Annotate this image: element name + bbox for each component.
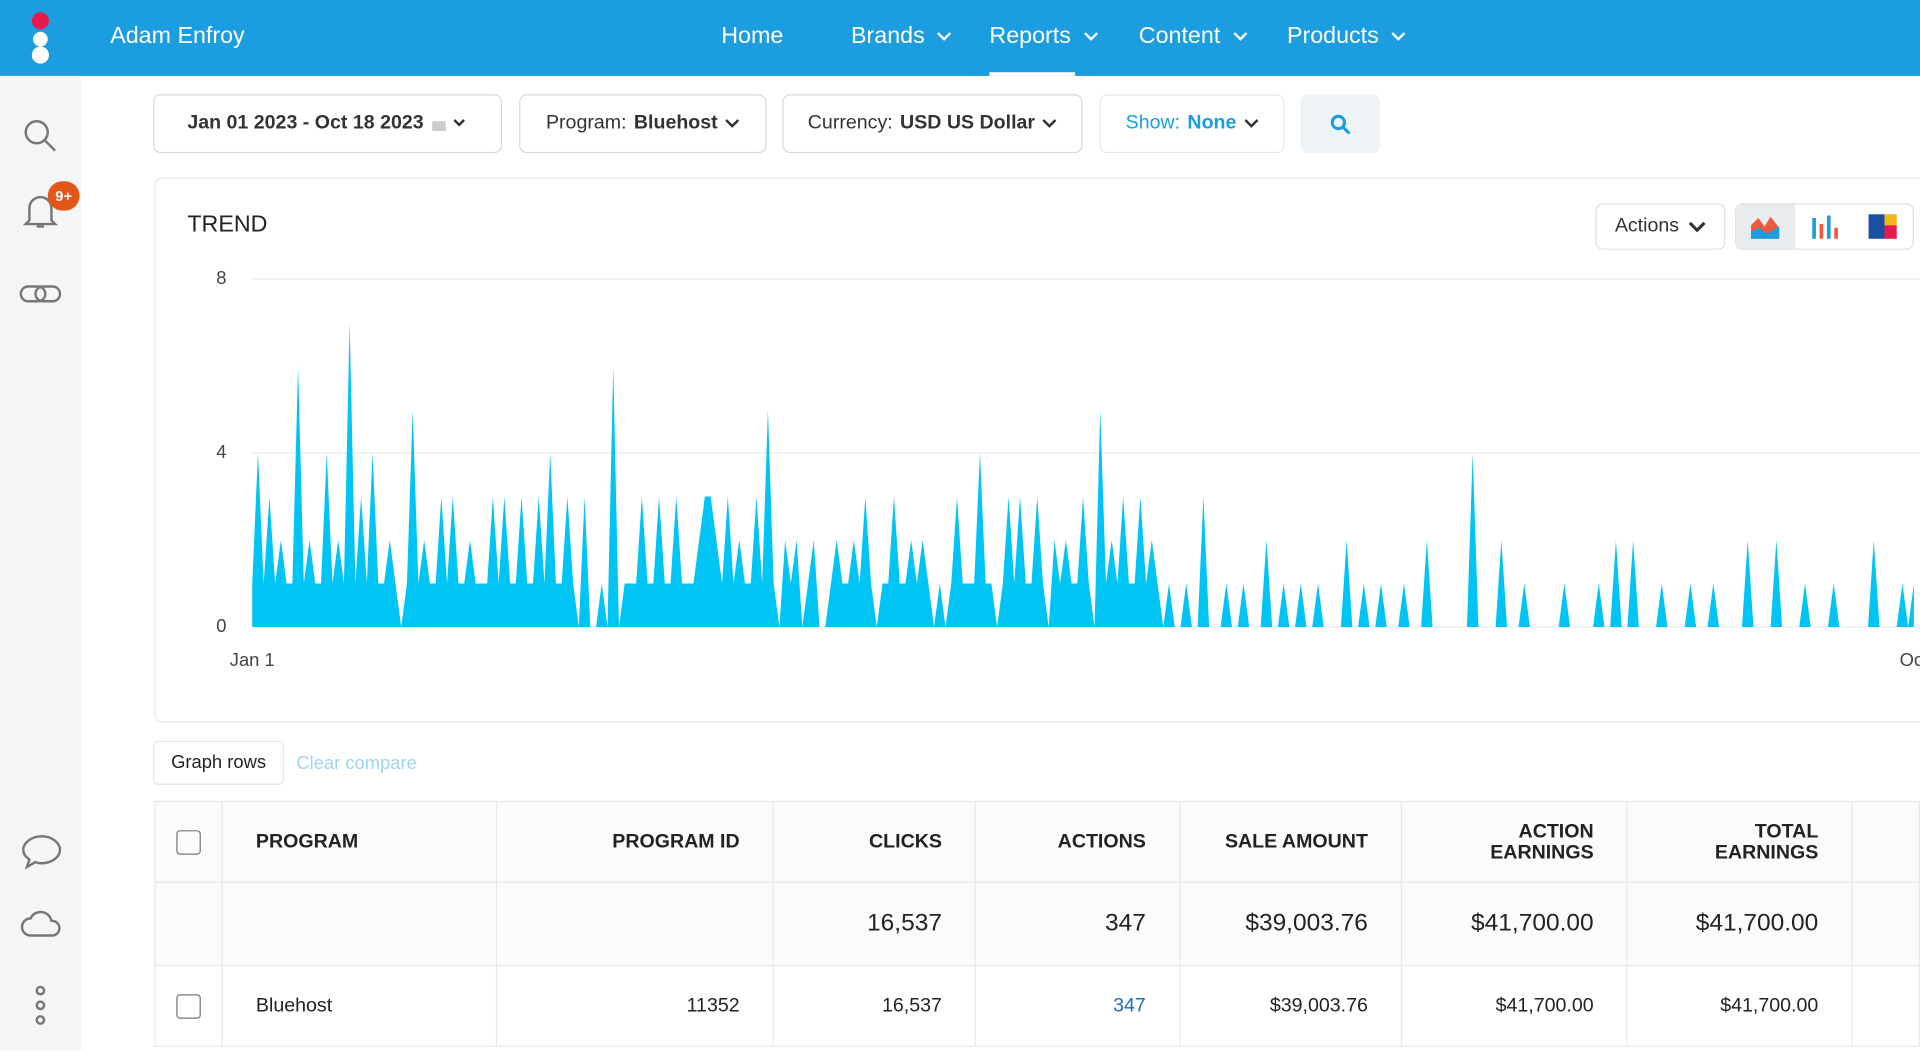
bell-icon[interactable] bbox=[22, 191, 59, 230]
chevron bbox=[1232, 32, 1247, 41]
column-header[interactable]: TOTAL EARNINGS bbox=[1626, 800, 1853, 883]
actions-label: Actions bbox=[1614, 215, 1680, 237]
total-cell: 347 bbox=[975, 881, 1181, 967]
sidebar: 9+ bbox=[0, 75, 81, 1051]
search-button[interactable] bbox=[1300, 94, 1381, 154]
cell: 11352 bbox=[496, 964, 774, 1047]
date-filter[interactable]: Jan 01 2023 - Oct 18 2023 bbox=[153, 94, 503, 154]
checkbox[interactable] bbox=[176, 829, 201, 855]
chevron bbox=[725, 119, 740, 128]
treemap-glyph[interactable] bbox=[1867, 213, 1899, 240]
total-cell: $41,700.00 bbox=[1400, 881, 1628, 967]
cell: $41,700.00 bbox=[1626, 964, 1853, 1047]
filter-label: Program: bbox=[545, 112, 627, 134]
nav-item[interactable]: Brands bbox=[851, 23, 952, 50]
cloud-icon[interactable] bbox=[20, 909, 64, 941]
date-range: Jan 01 2023 - Oct 18 2023 bbox=[187, 112, 424, 134]
total-cell: $41,700.00 bbox=[1626, 881, 1853, 967]
column-header[interactable]: ACTION EARNINGS bbox=[1400, 800, 1628, 883]
total-cell: 16,537 bbox=[772, 881, 977, 967]
chart-title: TREND bbox=[187, 210, 267, 236]
nav-item[interactable]: Home bbox=[721, 23, 783, 50]
chevron bbox=[1689, 221, 1706, 232]
area bbox=[252, 322, 1914, 627]
badge: 9+ bbox=[47, 181, 80, 211]
chevron bbox=[1391, 32, 1406, 41]
nav-label: Reports bbox=[989, 23, 1071, 49]
filter-value: USD US Dollar bbox=[900, 112, 1036, 134]
chevron bbox=[937, 32, 952, 41]
trend-chart: TREND 0 4 8 Jan 1 Oct bbox=[187, 210, 1920, 670]
cell: 16,537 bbox=[772, 964, 977, 1047]
header-row: PROGRAM PROGRAM ID CLICKS ACTIONS SALE A… bbox=[154, 800, 1920, 883]
column-header[interactable]: PROGRAM ID bbox=[496, 800, 774, 883]
graph-rows-button[interactable]: Graph rows bbox=[153, 740, 285, 785]
y-tick-label: 4 bbox=[216, 441, 226, 462]
column-header[interactable]: PROGRAM bbox=[221, 800, 498, 883]
column-header bbox=[1851, 800, 1920, 883]
nav-label: Content bbox=[1138, 23, 1221, 49]
chevron bbox=[1244, 119, 1259, 128]
active-underline bbox=[989, 72, 1076, 76]
link-icon[interactable] bbox=[19, 282, 62, 306]
brand[interactable]: Adam Enfroy bbox=[110, 23, 245, 49]
total-cell: $39,003.76 bbox=[1178, 881, 1403, 967]
nav-label: Products bbox=[1286, 23, 1379, 49]
nav-label: Home bbox=[721, 23, 784, 49]
program-filter[interactable]: Program: Bluehost bbox=[519, 94, 767, 154]
actions-link[interactable]: 347 bbox=[975, 964, 1181, 1047]
more-icon[interactable] bbox=[32, 984, 49, 1028]
clear-compare-link[interactable]: Clear compare bbox=[296, 753, 417, 774]
cell: $41,700.00 bbox=[1400, 964, 1628, 1047]
logo bbox=[31, 12, 49, 64]
data-row: Bluehost 11352 16,537 347 $39,003.76 $41… bbox=[154, 964, 1920, 1047]
report-table: PROGRAM PROGRAM ID CLICKS ACTIONS SALE A… bbox=[154, 800, 1920, 1047]
area-glyph bbox=[1751, 216, 1780, 239]
lock-chevron bbox=[432, 119, 465, 132]
top-bar: Adam Enfroy Home Brands Reports Content … bbox=[0, 0, 1920, 76]
column-header[interactable]: ACTIONS bbox=[975, 800, 1181, 883]
filter-value: None bbox=[1187, 112, 1237, 134]
currency-filter[interactable]: Currency: USD US Dollar bbox=[782, 94, 1083, 154]
area-button[interactable] bbox=[1736, 204, 1796, 249]
show-filter[interactable]: Show: None bbox=[1099, 94, 1285, 154]
y-tick-label: 0 bbox=[216, 615, 226, 636]
totals-row: 16,537 347 $39,003.76 $41,700.00 $41,700… bbox=[154, 881, 1920, 967]
search-glyph bbox=[1330, 114, 1351, 135]
cell: Bluehost bbox=[221, 964, 498, 1047]
search-icon[interactable] bbox=[22, 118, 59, 155]
x-tick-label: Oct bbox=[1900, 649, 1920, 670]
row-select[interactable] bbox=[154, 964, 223, 1047]
chart-type-switch bbox=[1735, 203, 1914, 250]
column-header[interactable]: SALE AMOUNT bbox=[1178, 800, 1403, 883]
checkbox[interactable] bbox=[176, 993, 201, 1019]
filter-label: Show: bbox=[1125, 112, 1181, 134]
nav-label: Brands bbox=[851, 23, 925, 49]
trend-card: TREND 0 4 8 Jan 1 Oct Actions bbox=[154, 177, 1920, 723]
cell: $39,003.76 bbox=[1178, 964, 1403, 1047]
nav-item[interactable]: Products bbox=[1287, 23, 1406, 50]
nav-item[interactable]: Content bbox=[1139, 23, 1247, 50]
filter-label: Currency: bbox=[807, 112, 893, 134]
chevron bbox=[1083, 32, 1098, 41]
chevron bbox=[1042, 119, 1057, 128]
filter-value: Bluehost bbox=[633, 112, 718, 134]
column-header[interactable]: CLICKS bbox=[772, 800, 977, 883]
bar-glyph[interactable] bbox=[1809, 213, 1841, 240]
x-tick-label: Jan 1 bbox=[230, 649, 275, 670]
actions-dropdown[interactable]: Actions bbox=[1595, 203, 1726, 250]
nav-item[interactable]: Reports bbox=[989, 23, 1098, 50]
y-tick-label: 8 bbox=[216, 267, 226, 288]
select-all[interactable] bbox=[154, 800, 223, 883]
chat-icon[interactable] bbox=[21, 833, 63, 870]
